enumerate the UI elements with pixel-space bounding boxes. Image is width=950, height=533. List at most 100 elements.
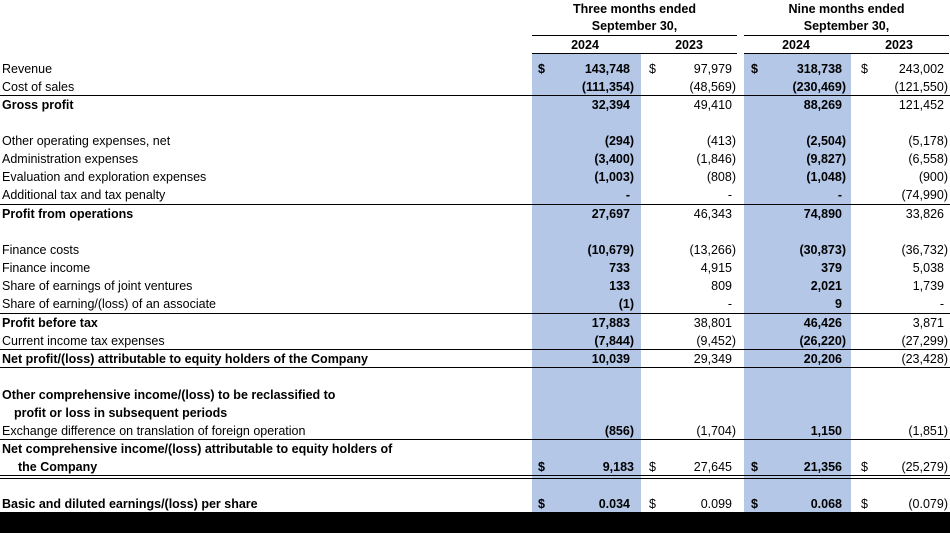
year-2024-three-months: 2024 [571, 38, 599, 52]
cell-2024-9m: 88,269 [803, 98, 842, 112]
cell-2024-q: (7,844) [594, 334, 634, 348]
header-rule-nine-months [744, 35, 949, 36]
row-label-current-income-tax: Current income tax expenses [2, 334, 165, 348]
cell-2024-9m: 9 [835, 297, 842, 311]
year-2024-nine-months: 2024 [782, 38, 810, 52]
row-label-evaluation-exploration: Evaluation and exploration expenses [2, 170, 207, 184]
row-label-cost-of-sales: Cost of sales [2, 80, 75, 94]
row-label-net-comprehensive-line-1: Net comprehensive income/(loss) attribut… [2, 442, 393, 456]
cell-2023-9m: (5,178) [908, 134, 948, 148]
currency-symbol: $ [751, 460, 758, 474]
cell-2023-q: 49,410 [693, 98, 732, 112]
currency-symbol: $ [751, 497, 758, 511]
cell-2024-q: (1,003) [594, 170, 634, 184]
cell-2023-9m: 243,002 [898, 62, 944, 76]
cell-2024-9m: (230,469) [792, 80, 846, 94]
cell-2023-9m: 1,739 [912, 279, 944, 293]
cell-2023-9m: (1,851) [908, 424, 948, 438]
row-label-share-associate: Share of earning/(loss) of an associate [2, 297, 217, 311]
cell-2024-9m: 379 [821, 261, 842, 275]
cell-2023-9m: 5,038 [912, 261, 944, 275]
row-label-net-comprehensive-line-2: the Company [18, 460, 98, 474]
cell-2024-9m: 21,356 [803, 460, 842, 474]
double-underline [0, 475, 950, 479]
cell-2024-q: 133 [609, 279, 630, 293]
cell-2023-9m: (74,990) [901, 188, 948, 202]
row-label-net-profit: Net profit/(loss) attributable to equity… [2, 352, 368, 366]
year-2023-three-months: 2023 [675, 38, 703, 52]
cell-2023-9m: (0.079) [908, 497, 948, 511]
currency-symbol: $ [649, 460, 656, 474]
row-label-share-joint-ventures: Share of earnings of joint ventures [2, 279, 193, 293]
cell-2024-9m: 0.068 [810, 497, 842, 511]
year-rule-nine-months [744, 53, 949, 54]
cell-2023-q: (1,846) [696, 152, 736, 166]
cell-2024-q: (294) [604, 134, 634, 148]
cell-2023-q: - [727, 188, 732, 202]
cell-2024-9m: 318,738 [796, 62, 842, 76]
cell-2023-9m: (27,299) [901, 334, 948, 348]
cell-2024-9m: 1,150 [810, 424, 842, 438]
row-divider [0, 313, 950, 314]
header-rule-three-months [532, 35, 737, 36]
cell-2023-q: 38,801 [693, 316, 732, 330]
cell-2023-9m: 33,826 [905, 207, 944, 221]
currency-symbol: $ [861, 497, 868, 511]
cell-2023-q: (9,452) [696, 334, 736, 348]
cell-2024-9m: (1,048) [806, 170, 846, 184]
cell-2023-q: 809 [711, 279, 732, 293]
cell-2023-9m: (36,732) [901, 243, 948, 257]
cell-2024-q: (3,400) [594, 152, 634, 166]
cell-2024-q: (111,354) [581, 80, 634, 94]
row-label-revenue: Revenue [2, 62, 53, 76]
cell-2024-q: 733 [609, 261, 630, 275]
row-label-exchange-difference: Exchange difference on translation of fo… [2, 424, 306, 438]
currency-symbol: $ [649, 497, 656, 511]
row-divider [0, 349, 950, 350]
row-divider [0, 367, 950, 368]
row-label-profit-before-tax: Profit before tax [2, 316, 98, 330]
highlight-2024-nine-months [744, 54, 851, 512]
cell-2024-q: (856) [604, 424, 634, 438]
cell-2024-q: - [625, 188, 630, 202]
row-label-administration-expenses: Administration expenses [2, 152, 139, 166]
cell-2023-q: (413) [706, 134, 736, 148]
cell-2023-q: (808) [706, 170, 736, 184]
cell-2023-q: 0.099 [700, 497, 732, 511]
cell-2023-q: (13,266) [689, 243, 736, 257]
cell-2023-q: 4,915 [700, 261, 732, 275]
bottom-black-bar [0, 512, 950, 533]
year-2023-nine-months: 2023 [885, 38, 913, 52]
cell-2024-q: 27,697 [591, 207, 630, 221]
row-label-finance-costs: Finance costs [2, 243, 80, 257]
row-label-additional-tax: Additional tax and tax penalty [2, 188, 166, 202]
cell-2024-9m: 74,890 [803, 207, 842, 221]
cell-2023-9m: (121,550) [894, 80, 948, 94]
cell-2023-q: 29,349 [693, 352, 732, 366]
cell-2024-9m: 20,206 [803, 352, 842, 366]
cell-2024-9m: (26,220) [799, 334, 846, 348]
cell-2024-9m: (2,504) [806, 134, 846, 148]
row-label-profit-from-operations: Profit from operations [2, 207, 134, 221]
cell-2024-9m: (30,873) [799, 243, 846, 257]
section-heading-oci-line-1: Other comprehensive income/(loss) to be … [2, 388, 336, 402]
three-months-title: Three months ended [573, 2, 696, 16]
cell-2024-q: 0.034 [598, 497, 630, 511]
cell-2023-q: 97,979 [693, 62, 732, 76]
cell-2024-q: 17,883 [591, 316, 630, 330]
cell-2024-q: 143,748 [584, 62, 630, 76]
row-label-gross-profit: Gross profit [2, 98, 74, 112]
currency-symbol: $ [649, 62, 656, 76]
cell-2023-q: - [727, 297, 732, 311]
cell-2024-q: 9,183 [602, 460, 634, 474]
cell-2023-q: (1,704) [696, 424, 736, 438]
cell-2023-9m: (23,428) [901, 352, 948, 366]
row-label-other-operating-expenses: Other operating expenses, net [2, 134, 171, 148]
cell-2024-q: (1) [618, 297, 634, 311]
cell-2023-9m: (6,558) [908, 152, 948, 166]
cell-2024-9m: 46,426 [803, 316, 842, 330]
cell-2023-9m: (25,279) [901, 460, 948, 474]
cell-2023-9m: 121,452 [898, 98, 944, 112]
currency-symbol: $ [861, 62, 868, 76]
cell-2024-9m: (9,827) [806, 152, 846, 166]
